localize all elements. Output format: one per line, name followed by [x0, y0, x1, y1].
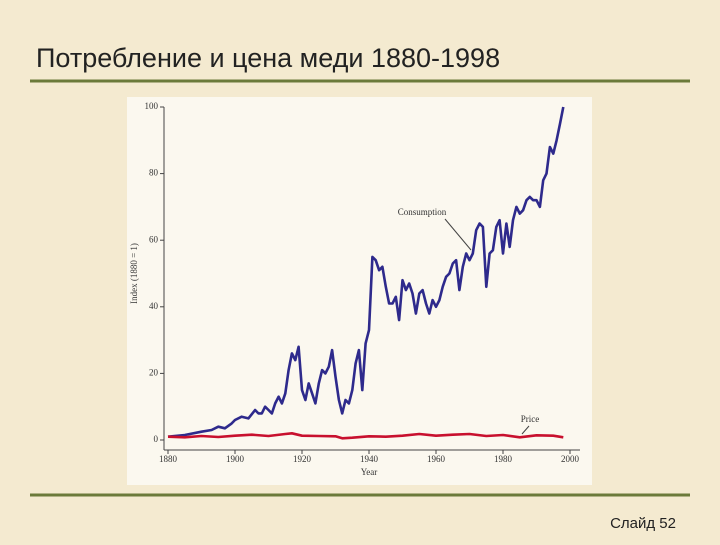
annotation: Consumption: [398, 207, 447, 217]
chart-panel: [127, 97, 592, 485]
x-tick-label: 2000: [561, 454, 580, 464]
x-tick-label: 1940: [360, 454, 379, 464]
x-tick-label: 1960: [427, 454, 446, 464]
x-tick-label: 1880: [159, 454, 178, 464]
annotation-arrow: [521, 425, 530, 435]
x-tick-label: 1900: [226, 454, 245, 464]
x-tick-label: 1920: [293, 454, 312, 464]
y-tick-label: 60: [149, 234, 159, 244]
annotation-arrow: [444, 218, 472, 251]
y-tick-label: 100: [145, 101, 159, 111]
y-tick-label: 0: [154, 434, 159, 444]
annotation: Price: [521, 414, 540, 424]
series-line: [167, 106, 565, 438]
y-axis-title: Index (1880 = 1): [129, 243, 139, 304]
y-tick-label: 20: [149, 367, 159, 377]
x-tick-label: 1980: [494, 454, 513, 464]
y-tick-label: 80: [149, 168, 159, 178]
slide-number: Слайд 52: [610, 515, 676, 532]
x-axis-title: Year: [361, 467, 378, 477]
y-tick-label: 40: [149, 301, 159, 311]
series-line: [167, 432, 564, 440]
chart: 0 20 40 60 80 100 1880 1900 1920 1940 1960 1980 2000…: [129, 101, 580, 477]
slide-title: Потребление и цена меди 1880-1998: [36, 43, 500, 73]
